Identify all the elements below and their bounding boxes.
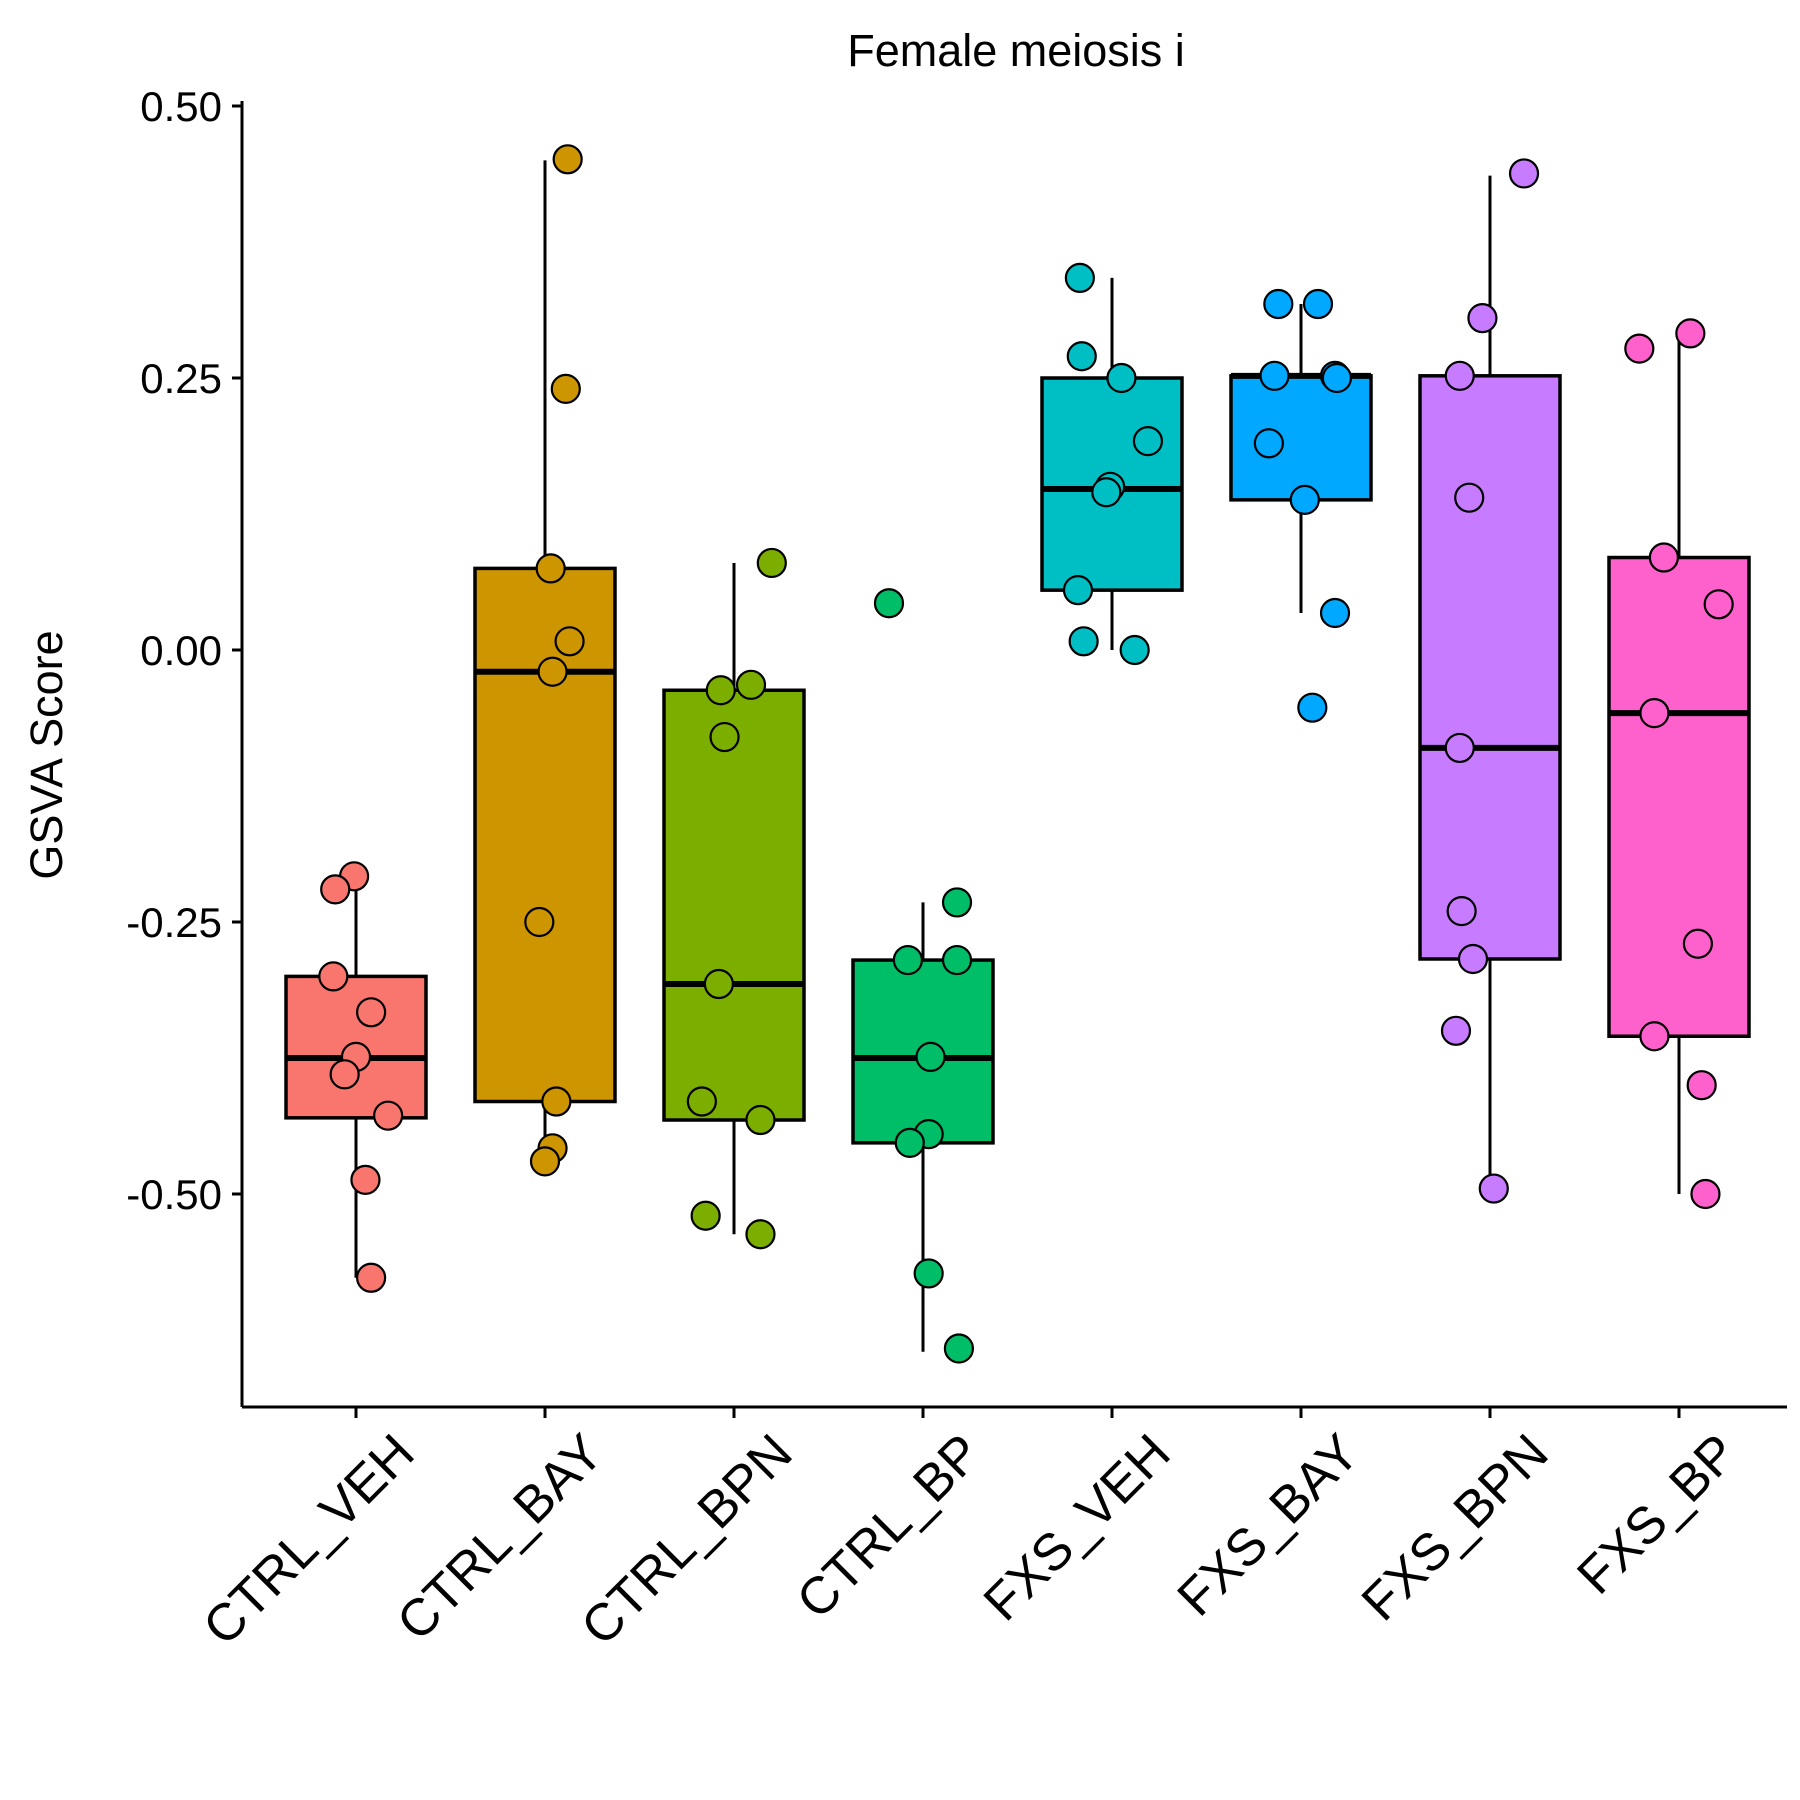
data-point-5-0 (1263, 288, 1294, 320)
data-point-5-8 (1297, 692, 1328, 723)
x-tick-label-0: CTRL_VEH (192, 1423, 425, 1656)
x-tick-label-7: FXS_BP (1566, 1423, 1748, 1605)
box-6 (1418, 374, 1562, 961)
data-point-5-2 (1259, 360, 1290, 391)
data-point-2-1 (705, 675, 736, 706)
data-point-7-7 (1686, 1070, 1717, 1101)
data-point-1-0 (552, 144, 583, 175)
box-group-1 (473, 144, 617, 1177)
data-point-4-3 (1132, 426, 1164, 457)
data-point-6-0 (1508, 158, 1540, 189)
data-point-0-6 (373, 1100, 404, 1131)
data-point-1-5 (524, 906, 555, 938)
data-point-7-8 (1690, 1178, 1721, 1210)
data-point-6-4 (1444, 732, 1475, 764)
data-point-6-6 (1457, 943, 1489, 975)
x-tick-label-4: FXS_VEH (973, 1423, 1182, 1632)
x-tick-label-5: FXS_BAY (1167, 1423, 1371, 1627)
data-point-4-1 (1066, 341, 1097, 372)
data-point-1-6 (541, 1086, 572, 1117)
box-group-2 (662, 547, 806, 1250)
data-point-4-5 (1091, 477, 1122, 508)
y-tick-label-3: -0.25 (126, 899, 222, 946)
data-point-4-0 (1064, 262, 1095, 294)
box-7 (1607, 555, 1751, 1038)
data-point-0-5 (329, 1059, 360, 1090)
data-point-3-3 (941, 944, 973, 976)
data-point-0-1 (320, 874, 351, 905)
box-group-0 (284, 861, 428, 1293)
data-point-5-7 (1319, 597, 1351, 629)
data-point-0-3 (356, 997, 387, 1028)
box-group-6 (1418, 158, 1562, 1204)
y-tick-label-2: 0.00 (140, 627, 222, 674)
y-tick-label-1: 0.25 (140, 355, 222, 402)
data-point-7-5 (1682, 928, 1714, 959)
box-group-5 (1229, 288, 1373, 723)
data-point-5-4 (1321, 362, 1353, 394)
data-point-3-2 (892, 944, 923, 976)
box-2 (662, 688, 806, 1122)
data-point-7-3 (1703, 589, 1734, 620)
data-point-6-7 (1440, 1015, 1472, 1046)
data-point-1-3 (554, 626, 585, 657)
box-group-4 (1040, 262, 1184, 666)
box-1 (473, 566, 617, 1104)
data-point-3-7 (913, 1258, 944, 1289)
data-point-2-0 (756, 547, 787, 579)
data-point-1-4 (537, 656, 568, 687)
data-point-2-3 (709, 721, 740, 753)
data-point-7-4 (1639, 698, 1670, 729)
y-tick-label-4: -0.50 (126, 1171, 222, 1218)
data-point-2-2 (735, 669, 767, 700)
data-point-2-7 (690, 1200, 721, 1231)
data-point-7-6 (1639, 1021, 1670, 1052)
chart-title: Female meiosis i (847, 25, 1185, 76)
x-tick-label-3: CTRL_BP (786, 1423, 993, 1630)
y-axis-ticks: 0.50 0.25 0.00 -0.25 -0.50 (126, 83, 242, 1218)
data-point-4-2 (1106, 362, 1137, 394)
y-axis-label: GSVA Score (21, 630, 72, 879)
data-point-3-0 (873, 588, 905, 619)
data-point-2-8 (745, 1219, 776, 1250)
data-point-1-8 (529, 1146, 561, 1177)
data-point-5-1 (1302, 288, 1334, 320)
data-point-1-1 (550, 373, 581, 404)
x-axis-ticks: CTRL_VEHCTRL_BAYCTRL_BPNCTRL_BPFXS_VEHFX… (192, 1407, 1749, 1657)
box-5 (1229, 374, 1373, 502)
data-point-1-2 (535, 553, 566, 584)
data-point-5-5 (1253, 428, 1284, 459)
box-group-7 (1607, 318, 1751, 1210)
data-point-6-2 (1444, 360, 1475, 391)
data-point-6-5 (1446, 896, 1477, 927)
data-point-5-6 (1289, 484, 1320, 515)
data-point-2-5 (686, 1086, 717, 1117)
data-point-7-2 (1648, 542, 1679, 573)
data-point-6-1 (1467, 303, 1498, 334)
data-point-6-8 (1478, 1173, 1509, 1204)
data-point-3-6 (894, 1127, 925, 1158)
data-point-3-1 (941, 887, 973, 918)
y-tick-label-0: 0.50 (140, 83, 222, 130)
data-point-4-6 (1062, 575, 1094, 606)
data-point-0-7 (350, 1164, 381, 1195)
box-group-3 (851, 588, 995, 1364)
data-point-3-4 (915, 1041, 946, 1073)
plot-area (284, 144, 1751, 1364)
data-point-2-6 (745, 1104, 776, 1136)
data-point-6-3 (1454, 482, 1485, 513)
data-point-7-0 (1675, 318, 1706, 349)
data-point-2-4 (703, 968, 734, 1000)
data-point-0-8 (356, 1262, 387, 1293)
data-point-4-7 (1068, 626, 1099, 657)
data-point-0-2 (318, 961, 349, 992)
data-point-7-1 (1624, 333, 1655, 364)
data-point-4-8 (1119, 634, 1150, 666)
data-point-3-8 (943, 1333, 975, 1364)
x-tick-label-6: FXS_BPN (1351, 1423, 1560, 1632)
